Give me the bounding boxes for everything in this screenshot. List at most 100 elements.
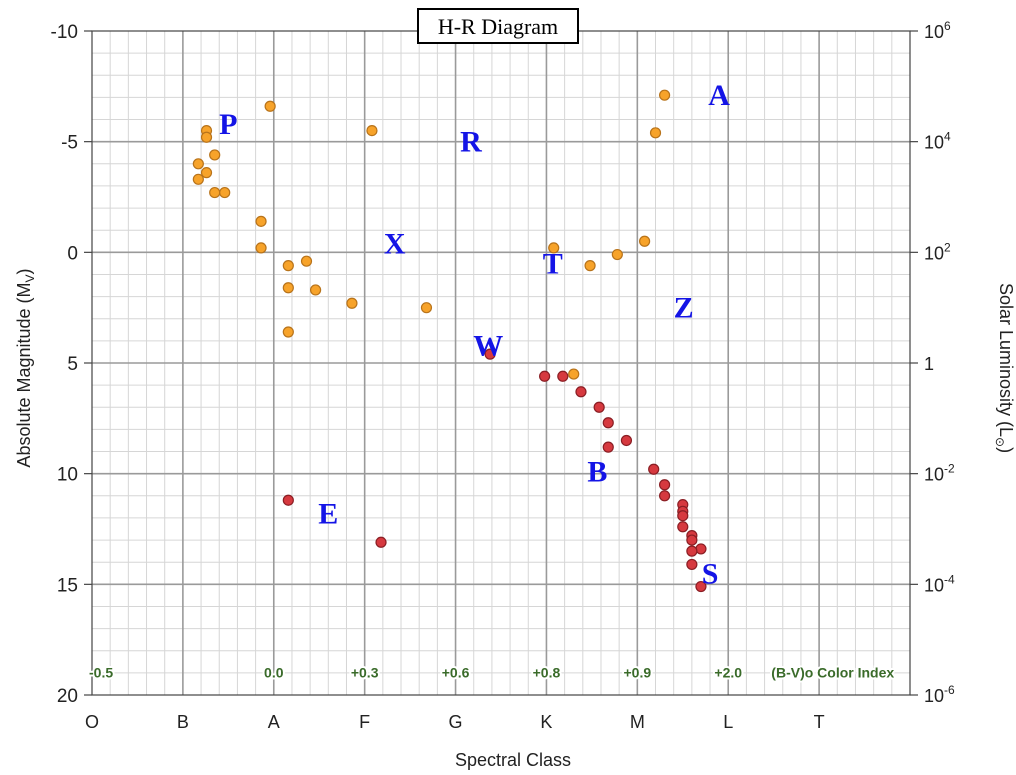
giant-star-point	[346, 297, 358, 309]
color-index-label: +0.6	[442, 664, 470, 680]
giant-star-point	[584, 260, 596, 272]
spectral-class-label: O	[85, 712, 99, 732]
dwarf-star-point	[557, 370, 569, 382]
region-label-z: Z	[674, 292, 694, 325]
color-index-labels: -0.5 0.0 +0.3 +0.6 +0.8 +0.9 +2.0 (B-V)o Color …	[87, 662, 896, 682]
giant-star-point	[282, 326, 294, 338]
giant-star-point	[200, 167, 213, 179]
color-index-label: (B-V)o Color Index	[771, 664, 894, 680]
giant-star-point	[200, 131, 213, 143]
dwarf-star-point	[686, 545, 698, 557]
giant-star-point	[255, 215, 267, 227]
chart-title: H-R Diagram	[438, 14, 558, 39]
luminosity-tick-base: 1	[924, 354, 934, 374]
x-axis-label: Spectral Class	[455, 750, 571, 770]
spectral-class-label: B	[177, 712, 189, 732]
region-label-a: A	[708, 79, 730, 112]
dwarf-star-point	[375, 536, 387, 548]
dwarf-star-point	[602, 441, 614, 453]
spectral-class-label: G	[449, 712, 463, 732]
giant-star-point	[639, 235, 651, 247]
region-letters: P R A X T Z W B E S	[219, 79, 730, 590]
luminosity-tick-base: 10	[924, 465, 944, 485]
luminosity-tick-base: 10	[924, 575, 944, 595]
luminosity-tick-exponent: -2	[944, 462, 955, 476]
luminosity-tick-base: 10	[924, 133, 944, 153]
region-label-p: P	[219, 108, 237, 141]
luminosity-tick-exponent: -4	[944, 572, 955, 586]
giant-star-point	[658, 89, 671, 101]
dwarf-star-point	[593, 401, 605, 413]
region-label-t: T	[543, 247, 563, 280]
giant-star-point	[192, 158, 204, 170]
spectral-class-label: A	[268, 712, 280, 732]
color-index-label: +0.9	[624, 664, 652, 680]
giant-star-point	[568, 368, 580, 380]
star-points	[192, 89, 707, 593]
magnitude-tick-label: 10	[57, 465, 78, 486]
giant-star-point	[219, 186, 231, 199]
dwarf-star-point	[677, 510, 689, 522]
luminosity-tick-exponent: -6	[944, 683, 955, 697]
y-axis-label-close: )	[14, 268, 34, 274]
luminosity-tick-label: 10-2	[924, 462, 955, 485]
region-label-r: R	[460, 126, 482, 159]
y-axis-label-sub: V	[23, 274, 37, 282]
dwarf-star-point	[686, 534, 698, 546]
luminosity-tick-label: 10-6	[924, 683, 955, 706]
dwarf-star-point	[658, 490, 671, 502]
giant-star-point	[209, 149, 221, 161]
magnitude-tick-labels: -10 -5 0 5 10 15 20	[51, 22, 92, 707]
luminosity-tick-exponent: 2	[944, 240, 951, 254]
color-index-label: +0.8	[533, 664, 561, 680]
luminosity-tick-exponent: 4	[944, 130, 951, 144]
spectral-class-label: L	[723, 712, 733, 732]
region-label-b: B	[587, 455, 607, 488]
magnitude-tick-label: 5	[67, 354, 78, 375]
giant-star-point	[366, 125, 378, 137]
giant-star-point	[611, 248, 623, 261]
magnitude-tick-label: -5	[61, 133, 78, 154]
giant-star-point	[309, 284, 322, 296]
dwarf-star-point	[648, 463, 660, 475]
dwarf-star-point	[658, 479, 671, 491]
y2-axis-label-main: Solar Luminosity (L	[996, 283, 1016, 437]
color-index-label: -0.5	[89, 664, 113, 680]
giant-star-point	[300, 255, 313, 267]
luminosity-tick-base: 10	[924, 22, 944, 42]
spectral-class-label: F	[359, 712, 370, 732]
spectral-class-label: K	[540, 712, 552, 732]
giant-star-point	[192, 173, 204, 185]
giant-star-point	[548, 242, 560, 254]
y2-axis-label-close: )	[996, 447, 1016, 453]
magnitude-tick-label: 20	[57, 686, 78, 707]
y-axis-label-main: Absolute Magnitude (M	[14, 282, 34, 467]
spectral-class-label: T	[814, 712, 825, 732]
luminosity-tick-label: 102	[924, 240, 951, 263]
magnitude-tick-label: 15	[57, 575, 78, 596]
luminosity-tick-label: 106	[924, 19, 951, 42]
y-axis-label: Absolute Magnitude (MV)	[14, 268, 37, 467]
giant-star-point	[420, 302, 433, 314]
giant-star-point	[282, 282, 294, 294]
giant-star-point	[255, 242, 267, 254]
luminosity-tick-label: 1	[924, 354, 934, 374]
dwarf-star-point	[539, 370, 551, 382]
region-label-w: W	[473, 329, 503, 362]
dwarf-star-point	[686, 558, 698, 571]
spectral-class-label: M	[630, 712, 645, 732]
dwarf-star-point	[620, 434, 633, 447]
luminosity-tick-label: 10-4	[924, 572, 955, 595]
region-label-s: S	[702, 557, 719, 590]
chart-title-box: H-R Diagram	[417, 8, 579, 44]
luminosity-tick-base: 10	[924, 686, 944, 706]
giant-star-point	[264, 100, 276, 112]
giant-star-point	[282, 260, 294, 272]
giant-star-point	[209, 186, 221, 199]
dwarf-star-point	[602, 417, 614, 429]
color-index-label: +0.3	[351, 664, 379, 680]
